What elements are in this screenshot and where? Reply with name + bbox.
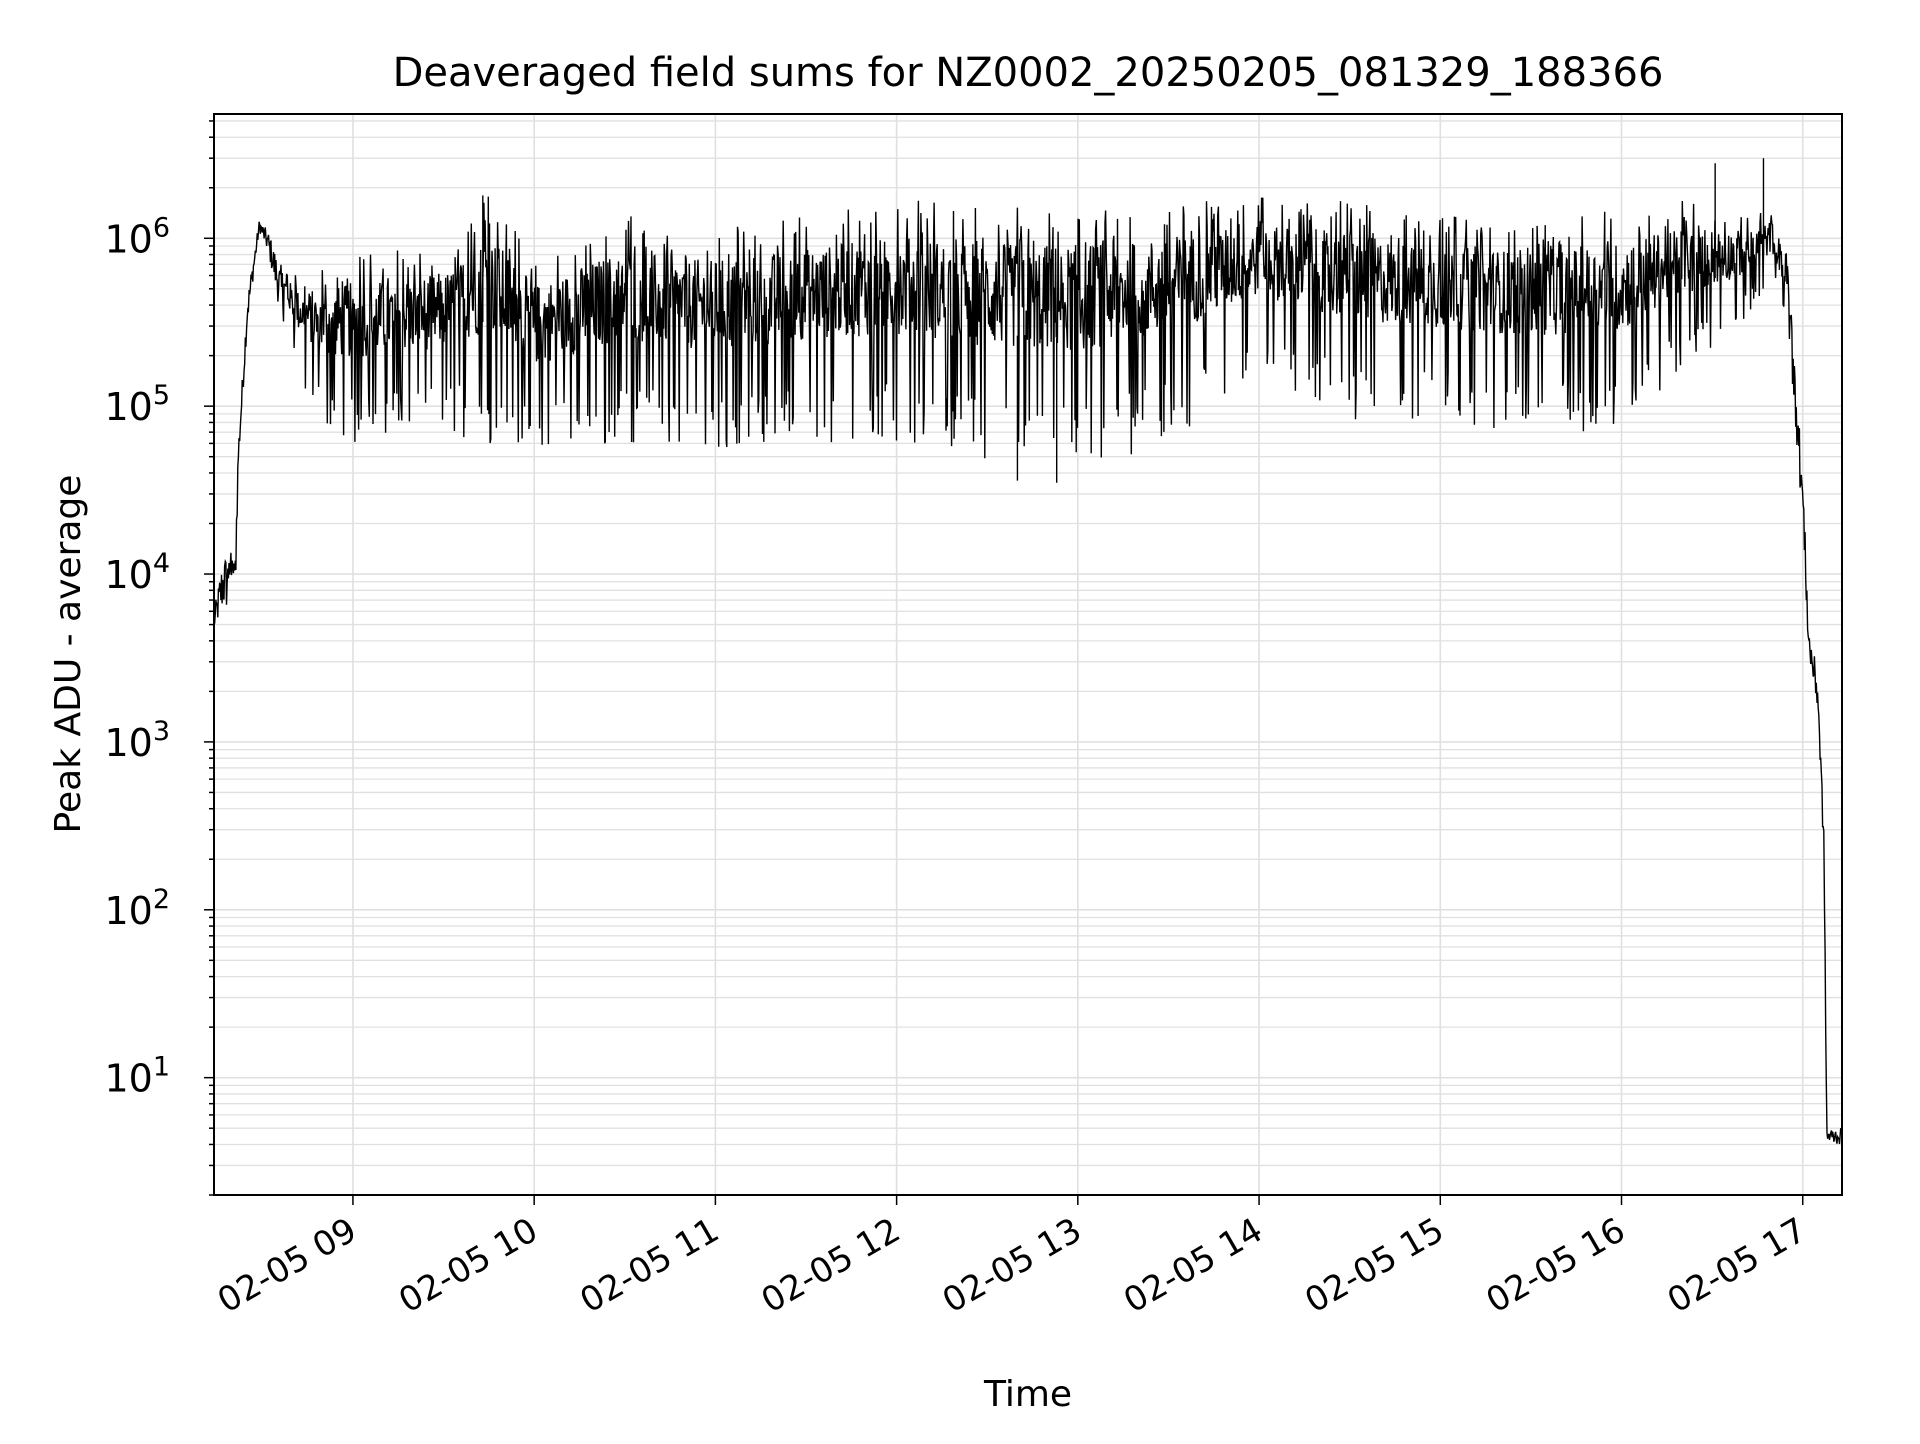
y-axis: 101 102 103 104 105 106 [104,120,214,1196]
y-tick-label: 104 [104,548,170,597]
series-layer [213,158,1843,1144]
y-tick-label: 106 [104,212,170,261]
y-tick-label: 101 [104,1052,170,1101]
y-tick-label: 103 [104,716,170,765]
y-tick-label: 102 [104,884,170,933]
series-line [213,196,1843,1144]
y-axis-label: Peak ADU - average [48,475,89,834]
chart-title: Deaveraged field sums for NZ0002_2025020… [393,50,1664,96]
y-tick-label: 105 [104,380,170,429]
x-axis-label: Time [983,1374,1072,1415]
plot-frame [213,113,1843,1196]
